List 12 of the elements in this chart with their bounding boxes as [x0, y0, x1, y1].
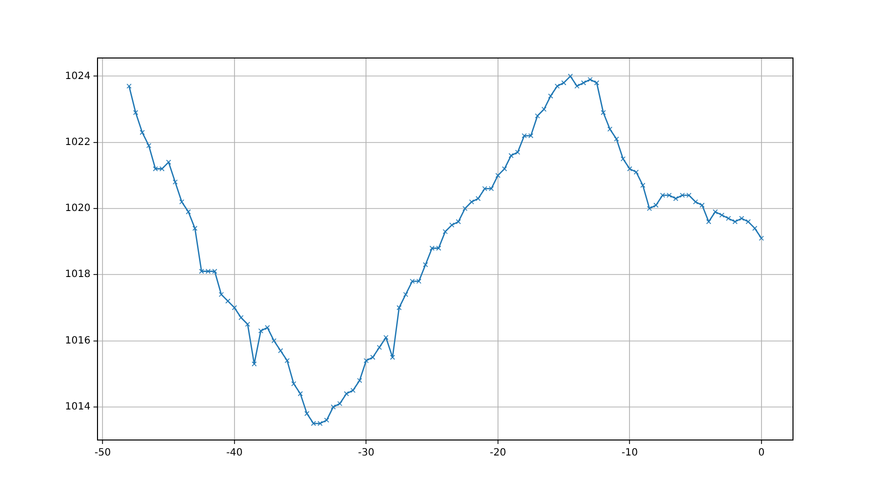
x-tick-label: -50: [94, 448, 111, 459]
y-tick-label: 1024: [64, 70, 90, 82]
x-tick-label: -20: [490, 448, 506, 459]
y-tick-label: 1018: [64, 269, 90, 280]
y-tick-label: 1014: [64, 402, 90, 413]
x-tick-label: -10: [621, 448, 638, 459]
y-tick-label: 1022: [64, 136, 90, 148]
y-tick-label: 1020: [64, 203, 90, 214]
y-tick-label: 1016: [64, 335, 90, 346]
x-tick-label: 0: [758, 448, 765, 459]
x-tick-label: -30: [358, 448, 374, 459]
x-tick-label: -40: [226, 448, 243, 459]
